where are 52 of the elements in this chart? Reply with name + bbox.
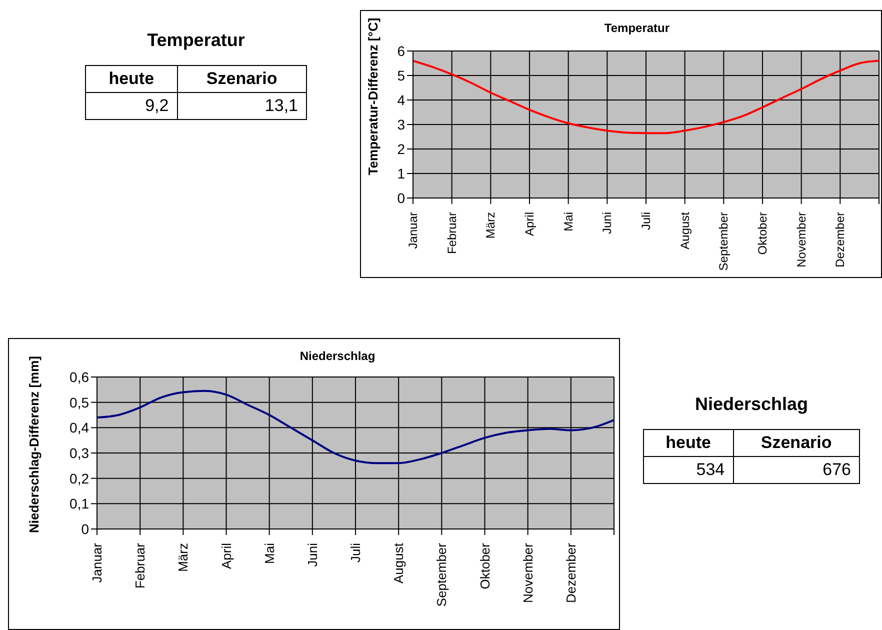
y-tick-label: 0,1 — [70, 496, 90, 512]
y-tick-label: 0 — [397, 190, 406, 206]
text: 676 — [822, 460, 851, 479]
x-tick-label: Juni — [600, 212, 614, 234]
y-tick-label: 0,3 — [70, 444, 90, 461]
x-tick-label: Mai — [561, 212, 576, 232]
x-tick-label: August — [391, 542, 406, 584]
y-tick-label: 0,2 — [70, 470, 90, 486]
y-tick-label: 0 — [81, 520, 90, 537]
category-label: heute — [86, 66, 178, 92]
y-tick-label: 0,4 — [70, 420, 90, 436]
text: 534 — [696, 460, 725, 479]
category-label: heute — [644, 430, 734, 456]
x-tick-label: Februar — [132, 542, 148, 589]
x-tick-label: Februar — [444, 212, 459, 254]
x-tick-label: März — [176, 543, 191, 572]
category-label: Szenario — [177, 66, 306, 92]
y-tick-label: 5 — [397, 67, 406, 84]
y-tick-label: 3 — [397, 116, 406, 132]
x-tick-label: Dezember — [833, 212, 848, 268]
x-tick-label: Juli — [348, 542, 363, 563]
chart-title: Temperatur — [603, 21, 671, 35]
x-tick-label: September — [716, 212, 731, 271]
chart-title: Niederschlag — [298, 349, 376, 363]
text: 9,2 — [145, 96, 169, 115]
x-tick-label: Januar — [90, 542, 104, 583]
x-tick-label: Oktober — [756, 212, 770, 255]
y-tick-label: 2 — [397, 140, 406, 157]
x-tick-label: Juli — [639, 212, 653, 230]
text: 13,1 — [264, 96, 298, 115]
x-tick-label: August — [678, 211, 692, 250]
x-tick-label: Dezember — [563, 542, 578, 603]
y-tick-label: 4 — [397, 92, 406, 108]
text: Temperatur — [146, 30, 246, 51]
text: Niederschlag — [694, 394, 810, 415]
y-tick-label: 1 — [397, 165, 406, 182]
x-tick-label: Januar — [406, 212, 420, 249]
y-tick-label: 6 — [397, 42, 406, 59]
x-tick-label: Mai — [262, 542, 277, 564]
x-tick-label: November — [520, 542, 536, 603]
y-axis-title: Niederschlag-Differenz [mm] — [26, 355, 42, 535]
y-axis-title: Temperatur-Differenz [°C] — [366, 16, 380, 178]
x-tick-label: Oktober — [477, 542, 492, 590]
x-tick-label: Juni — [304, 542, 320, 567]
x-tick-label: April — [522, 212, 536, 236]
x-tick-label: März — [484, 212, 498, 239]
category-label: Szenario — [733, 430, 860, 456]
x-tick-label: September — [434, 542, 450, 607]
y-tick-label: 0,6 — [70, 368, 90, 385]
x-tick-label: April — [218, 542, 234, 570]
x-tick-label: November — [794, 212, 808, 268]
y-tick-label: 0,5 — [70, 394, 90, 410]
